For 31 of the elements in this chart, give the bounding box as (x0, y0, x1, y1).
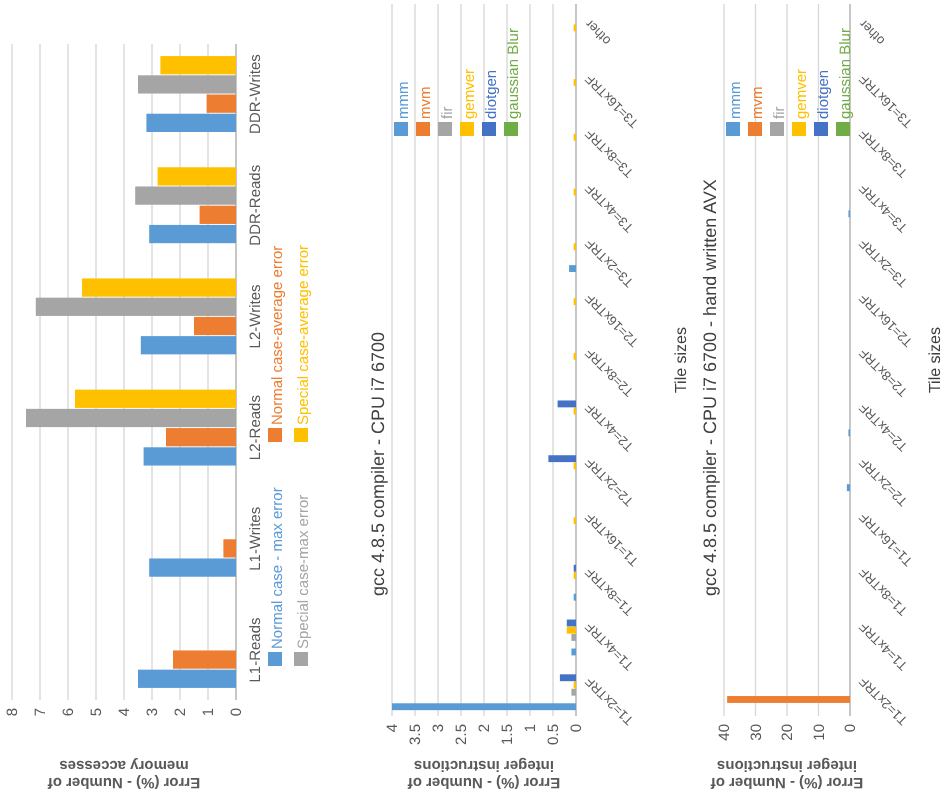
bar (557, 400, 576, 408)
bar (173, 650, 236, 669)
bar (548, 455, 576, 463)
bar (166, 428, 236, 447)
bar (35, 297, 236, 316)
bar (82, 278, 236, 297)
bar (569, 265, 576, 273)
bar (194, 316, 236, 336)
bar (146, 113, 236, 132)
text: gcc 4.8.5 compiler - CPU i7 6700 - hand written AVX (700, 179, 720, 596)
bar (727, 696, 850, 703)
text: gcc 4.8.5 compiler - CPU i7 6700 (368, 331, 388, 596)
bar (157, 167, 236, 186)
bar (206, 94, 236, 113)
bar (140, 336, 236, 355)
bar (559, 674, 576, 682)
bar (143, 447, 236, 466)
bar (26, 408, 236, 428)
bar (135, 186, 236, 205)
bar (75, 389, 236, 408)
bar (138, 669, 236, 688)
bar (160, 56, 236, 75)
bar (138, 75, 236, 94)
y-axis-title: Tile sizes (926, 326, 944, 394)
bar (392, 703, 576, 711)
bar (149, 224, 236, 244)
bar (223, 539, 236, 558)
bar (566, 626, 576, 634)
bar (199, 205, 236, 224)
y-axis-title: Tile sizes (672, 326, 690, 394)
bar (149, 558, 236, 577)
